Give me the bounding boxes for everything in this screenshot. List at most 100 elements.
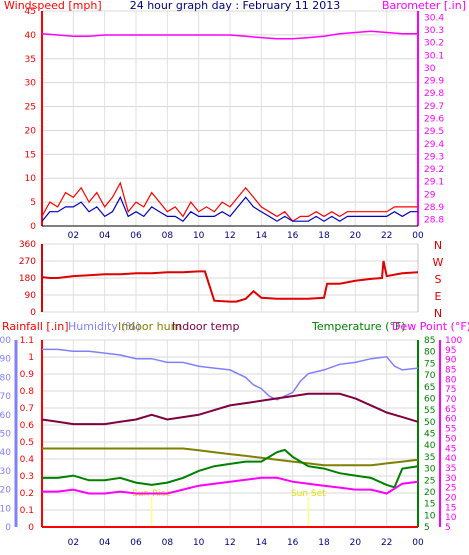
rain-tick-label: 0.2	[20, 489, 34, 499]
dewpoint-tick-label: 50	[445, 434, 457, 444]
baro-tick-label: 29.3	[424, 152, 444, 162]
rain-tick-label: 0.5	[20, 438, 34, 448]
x-tick-label: 14	[256, 538, 268, 548]
temperature-tick-label: 80	[424, 348, 436, 358]
baro-tick-label: 30.3	[424, 26, 444, 36]
compass-label: N	[434, 307, 442, 320]
baro-tick-label: 29.5	[424, 127, 444, 137]
x-tick-label: 04	[99, 538, 111, 548]
x-tick-label: 18	[318, 538, 330, 548]
compass-label: E	[435, 290, 442, 303]
dewpoint-tick-label: 30	[445, 474, 457, 484]
baro-tick-label: 29.8	[424, 89, 444, 99]
dewpoint-line	[42, 476, 419, 495]
wind-average-line	[41, 195, 418, 222]
baro-tick-label: 29.6	[424, 115, 444, 125]
x-tick-label: 16	[287, 231, 299, 241]
rain-tick-label: 1.1	[20, 336, 34, 346]
rain-tick-label: 0.9	[20, 370, 35, 380]
direction-tick-label: 270	[19, 257, 36, 267]
x-tick-label: 22	[381, 231, 392, 241]
legend-humidity: Humidity (%)	[68, 320, 140, 333]
dewpoint-tick-label: 40	[445, 454, 457, 464]
humidity-tick-label: 0	[5, 523, 11, 533]
temperature-tick-label: 85	[424, 336, 435, 346]
rain-tick-label: 1	[28, 353, 34, 363]
temperature-tick-label: 30	[424, 465, 436, 475]
rain-tick-label: 0	[28, 523, 34, 533]
humidity-tick-label: 50	[0, 430, 11, 440]
wind-tick-label: 35	[25, 55, 36, 65]
legend-rainfall: Rainfall [.in]	[2, 320, 69, 333]
temperature-tick-label: 75	[424, 359, 435, 369]
humidity-tick-label: 100	[0, 336, 11, 346]
x-tick-label: 08	[162, 538, 174, 548]
x-tick-label: 18	[318, 231, 330, 241]
baro-tick-label: 29.4	[424, 140, 444, 150]
direction-tick-label: 180	[19, 274, 36, 284]
baro-tick-label: 29.7	[424, 102, 444, 112]
compass-label: S	[435, 273, 442, 286]
wind-tick-label: 15	[25, 150, 36, 160]
humidity-tick-label: 80	[0, 373, 11, 383]
x-tick-label: 10	[193, 538, 205, 548]
temperature-tick-label: 25	[424, 476, 435, 486]
rain-tick-label: 0.7	[20, 404, 34, 414]
dewpoint-tick-label: 55	[445, 425, 456, 435]
dewpoint-tick-label: 80	[445, 375, 457, 385]
direction-tick-label: 360	[19, 240, 36, 250]
wind-tick-label: 20	[25, 126, 37, 136]
temperature-tick-label: 10	[424, 511, 436, 521]
legend-temperature: Temperature (°F)	[311, 320, 406, 333]
temperature-tick-label: 20	[424, 488, 436, 498]
legend-dewpoint: Dew Point (°F)	[392, 320, 469, 333]
temperature-tick-label: 5	[424, 523, 430, 533]
humidity-tick-label: 20	[0, 486, 11, 496]
x-tick-label: 02	[68, 538, 79, 548]
rain-tick-label: 0.6	[20, 421, 35, 431]
temperature-tick-label: 35	[424, 453, 435, 463]
dewpoint-tick-label: 5	[445, 523, 451, 533]
baro-tick-label: 29.2	[424, 165, 444, 175]
baro-tick-label: 30.1	[424, 51, 444, 61]
compass-label: N	[434, 239, 442, 252]
baro-tick-label: 30.2	[424, 39, 444, 49]
x-tick-label: 06	[130, 538, 142, 548]
x-tick-label: 10	[193, 231, 205, 241]
x-tick-label: 04	[99, 231, 111, 241]
baro-tick-label: 29.9	[424, 77, 444, 87]
rain-tick-label: 0.4	[20, 455, 35, 465]
wind-tick-label: 5	[30, 198, 36, 208]
humidity-tick-label: 10	[0, 504, 11, 514]
x-tick-label: 22	[381, 538, 392, 548]
x-tick-label: 16	[287, 538, 299, 548]
indoor-temp-line	[41, 392, 419, 426]
x-tick-label: 20	[350, 231, 362, 241]
direction-tick-label: 0	[30, 308, 36, 318]
humidity-tick-label: 40	[0, 448, 11, 458]
chart-title: 24 hour graph day : February 11 2013	[130, 0, 341, 12]
x-tick-label: 12	[224, 231, 235, 241]
dewpoint-tick-label: 20	[445, 493, 457, 503]
dewpoint-tick-label: 15	[445, 503, 456, 513]
x-tick-label: 20	[350, 538, 362, 548]
temperature-tick-label: 55	[424, 406, 435, 416]
humidity-tick-label: 90	[0, 355, 11, 365]
windspeed-line	[41, 181, 418, 222]
temperature-tick-label: 65	[424, 383, 435, 393]
x-tick-label: 14	[256, 231, 268, 241]
wind-axis-label: Windspeed [mph]	[4, 0, 102, 12]
wind-tick-label: 45	[25, 7, 36, 17]
x-tick-label: 06	[130, 231, 142, 241]
indoor-hum-line	[42, 447, 419, 467]
legend-indoor-temp: Indoor temp	[172, 320, 239, 333]
dewpoint-tick-label: 65	[445, 405, 456, 415]
dewpoint-tick-label: 70	[445, 395, 457, 405]
dewpoint-tick-label: 10	[445, 513, 457, 523]
x-tick-label: 12	[224, 538, 235, 548]
dewpoint-tick-label: 45	[445, 444, 456, 454]
wind-tick-label: 30	[25, 79, 37, 89]
direction-line	[41, 260, 419, 303]
baro-tick-label: 29	[424, 190, 436, 200]
